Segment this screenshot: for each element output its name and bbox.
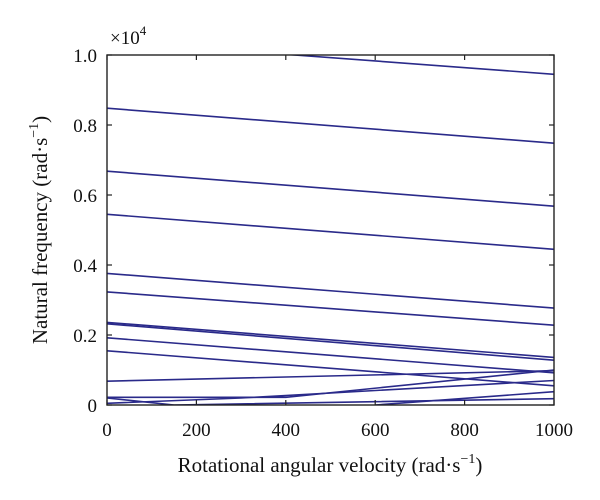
y-axis-label-main: Natural frequency (rad·s [28, 138, 52, 344]
series-line-12 [107, 369, 554, 399]
series-line-1 [284, 55, 554, 76]
x-tick-label: 600 [361, 420, 390, 441]
series-line-2 [107, 107, 554, 144]
x-tick-label: 800 [450, 420, 479, 441]
series-line-8 [107, 323, 554, 361]
series-line-5 [107, 272, 554, 309]
plot-frame [106, 54, 555, 406]
x-tick-labels: 0 200 400 600 800 1000 [102, 420, 573, 441]
x-axis-label-end: ) [475, 453, 482, 477]
y-tick-label: 0.6 [73, 186, 97, 207]
y-tick-label: 0.2 [73, 326, 97, 347]
y-tick-labels: 0 0.2 0.4 0.6 0.8 1.0 [73, 46, 97, 417]
x-axis-label: Rotational angular velocity (rad·s−1) [178, 452, 483, 477]
series-line-11 [107, 369, 554, 382]
series-line-9 [107, 337, 554, 374]
y-tick-label: 0.4 [73, 256, 97, 277]
series-line-4 [107, 213, 554, 251]
series-line-15 [375, 390, 554, 405]
series-line-14 [107, 397, 554, 405]
y-tick-label: 0.8 [73, 116, 97, 137]
x-tick-label: 0 [102, 420, 112, 441]
x-axis-label-superscript: −1 [460, 452, 475, 467]
x-tick-label: 200 [182, 420, 211, 441]
series-line-7 [107, 321, 554, 359]
series-group [107, 55, 554, 405]
y-tick-label: 1.0 [73, 46, 97, 67]
y-axis-label-end: ) [28, 116, 52, 123]
series-line-6 [107, 291, 554, 326]
x-tick-label: 400 [272, 420, 301, 441]
y-multiplier-exponent: 4 [140, 23, 147, 38]
series-line-3 [107, 170, 554, 207]
y-multiplier-base: ×10 [110, 28, 140, 49]
series-line-10 [107, 350, 554, 387]
series-line-13 [107, 379, 554, 405]
x-axis-label-main: Rotational angular velocity (rad·s [178, 453, 461, 477]
y-axis-label: Natural frequency (rad·s−1) [27, 116, 52, 344]
y-multiplier: ×104 [110, 23, 147, 49]
y-tick-label: 0 [88, 396, 98, 417]
y-axis-label-superscript: −1 [27, 123, 42, 138]
x-tick-label: 1000 [535, 420, 573, 441]
